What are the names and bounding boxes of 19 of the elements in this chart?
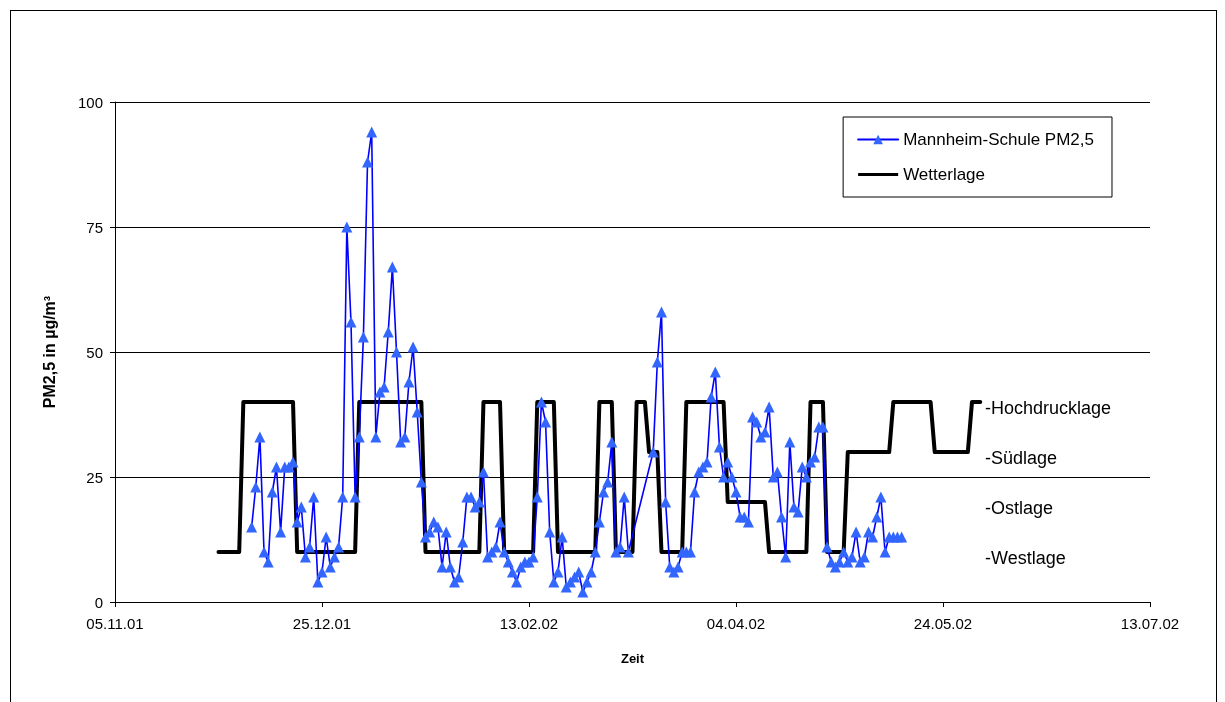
- annotation: -Südlage: [985, 448, 1058, 468]
- x-tick-label: 13.07.02: [1120, 615, 1180, 632]
- x-axis-title: Zeit: [620, 651, 645, 666]
- annotation: -Hochdrucklage: [985, 398, 1112, 418]
- x-tick-label: 13.02.02: [499, 615, 559, 632]
- x-tick-label: 24.05.02: [913, 615, 973, 632]
- annotation: -Westlage: [985, 548, 1066, 568]
- legend-label: Mannheim-Schule PM2,5: [903, 130, 1095, 149]
- y-tick-label: 100: [77, 93, 103, 111]
- annotation: -Ostlage: [985, 498, 1054, 518]
- x-tick-label: 04.04.02: [706, 615, 766, 632]
- y-tick-label: 0: [94, 593, 103, 611]
- y-tick-label: 50: [86, 343, 103, 361]
- x-tick-label: 05.11.01: [86, 615, 144, 632]
- y-tick-label: 75: [86, 218, 103, 236]
- y-axis-title: PM2,5 in µg/m³: [40, 295, 58, 409]
- legend-label: Wetterlage: [903, 165, 986, 184]
- x-tick-label: 25.12.01: [292, 615, 352, 632]
- y-tick-label: 25: [86, 468, 103, 486]
